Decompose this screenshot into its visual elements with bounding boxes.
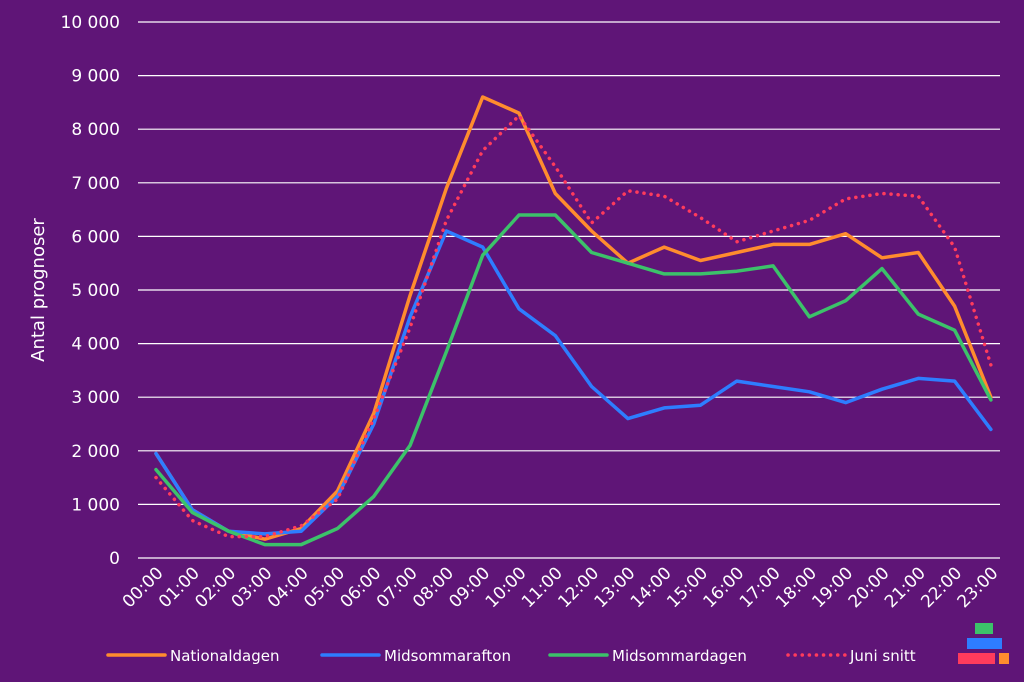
x-tick-label: 09:00 <box>445 563 494 612</box>
y-axis-ticks: 0 1 000 2 000 3 000 4 000 5 000 6 000 7 000 8 00… <box>61 13 120 569</box>
y-tick-label: 6 000 <box>71 227 120 247</box>
series-line-midsommardagen <box>154 213 993 547</box>
y-tick-label: 9 000 <box>71 67 120 87</box>
y-tick-label: 7 000 <box>71 174 120 194</box>
series-line-midsommarafton <box>154 229 993 536</box>
y-tick-label: 1 000 <box>71 495 120 515</box>
x-tick-label: 10:00 <box>482 563 531 612</box>
x-tick-label: 18:00 <box>772 563 821 612</box>
x-tick-label: 06:00 <box>337 563 386 612</box>
legend-label: Nationaldagen <box>170 647 279 665</box>
logo-bar <box>967 638 1002 649</box>
x-tick-label: 22:00 <box>917 563 966 612</box>
x-tick-label: 14:00 <box>627 563 676 612</box>
x-tick-label: 20:00 <box>845 563 894 612</box>
y-axis-label: Antal prognoser <box>28 218 49 362</box>
series-line-nationaldagen <box>154 95 993 541</box>
x-tick-label: 13:00 <box>591 563 640 612</box>
legend-label: Midsommardagen <box>612 647 747 665</box>
legend-label: Juni snitt <box>849 647 916 665</box>
x-tick-label: 08:00 <box>409 563 458 612</box>
x-tick-label: 03:00 <box>228 563 277 612</box>
series-line-juni-snitt <box>154 114 993 539</box>
legend-label: Midsommarafton <box>384 647 511 665</box>
y-tick-label: 4 000 <box>71 335 120 355</box>
series-lines <box>154 95 993 547</box>
x-tick-label: 16:00 <box>700 563 749 612</box>
x-tick-label: 12:00 <box>554 563 603 612</box>
x-tick-label: 07:00 <box>373 563 422 612</box>
x-tick-label: 17:00 <box>736 563 785 612</box>
x-tick-label: 21:00 <box>881 563 930 612</box>
x-tick-label: 19:00 <box>808 563 857 612</box>
x-tick-label: 02:00 <box>191 563 240 612</box>
x-tick-label: 04:00 <box>264 563 313 612</box>
logo-bar <box>958 653 995 664</box>
x-axis-ticks: 00:0001:0002:0003:0004:0005:0006:0007:00… <box>119 563 1003 612</box>
legend: Nationaldagen Midsommarafton Midsommardage… <box>106 647 916 665</box>
x-tick-label: 23:00 <box>954 563 1003 612</box>
y-tick-label: 0 <box>109 549 120 569</box>
logo-bar <box>975 623 993 634</box>
x-tick-label: 00:00 <box>119 563 168 612</box>
x-tick-label: 11:00 <box>518 563 567 612</box>
x-tick-label: 15:00 <box>663 563 712 612</box>
y-tick-label: 10 000 <box>61 13 120 33</box>
brand-logo <box>958 623 1009 664</box>
logo-bar <box>999 653 1009 664</box>
gridlines <box>138 21 1000 559</box>
y-tick-label: 2 000 <box>71 442 120 462</box>
y-tick-label: 5 000 <box>71 281 120 301</box>
y-tick-label: 3 000 <box>71 388 120 408</box>
x-tick-label: 01:00 <box>155 563 204 612</box>
y-tick-label: 8 000 <box>71 120 120 140</box>
x-tick-label: 05:00 <box>300 563 349 612</box>
